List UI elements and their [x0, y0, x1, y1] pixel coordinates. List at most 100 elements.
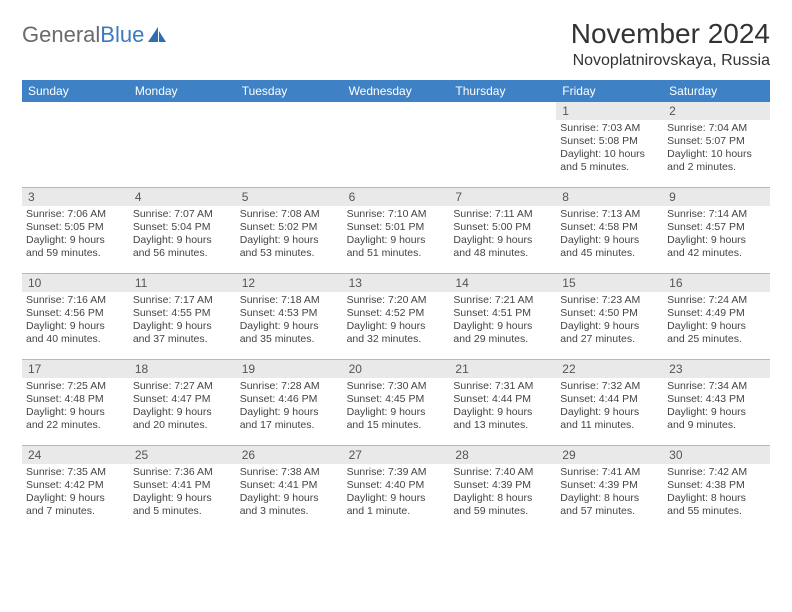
sunrise-text: Sunrise: 7:41 AM [560, 466, 659, 479]
sunrise-text: Sunrise: 7:27 AM [133, 380, 232, 393]
day-number: 15 [556, 274, 663, 292]
day-cell: Sunrise: 7:24 AMSunset: 4:49 PMDaylight:… [663, 292, 770, 354]
day-number: 22 [556, 360, 663, 378]
sunset-text: Sunset: 4:57 PM [667, 221, 766, 234]
sunset-text: Sunset: 4:39 PM [453, 479, 552, 492]
day-cell: Sunrise: 7:07 AMSunset: 5:04 PMDaylight:… [129, 206, 236, 268]
sunset-text: Sunset: 4:38 PM [667, 479, 766, 492]
title-block: November 2024 Novoplatnirovskaya, Russia [571, 18, 770, 70]
sunrise-text: Sunrise: 7:30 AM [347, 380, 446, 393]
day-number [129, 102, 236, 120]
daylight-text: Daylight: 9 hours and 22 minutes. [26, 406, 125, 432]
daylight-text: Daylight: 9 hours and 35 minutes. [240, 320, 339, 346]
sunrise-text: Sunrise: 7:36 AM [133, 466, 232, 479]
sunset-text: Sunset: 4:55 PM [133, 307, 232, 320]
day-number: 18 [129, 360, 236, 378]
sunrise-text: Sunrise: 7:31 AM [453, 380, 552, 393]
day-number: 19 [236, 360, 343, 378]
sunrise-text: Sunrise: 7:24 AM [667, 294, 766, 307]
day-number: 7 [449, 188, 556, 206]
day-cell [129, 120, 236, 182]
sunset-text: Sunset: 4:46 PM [240, 393, 339, 406]
sunset-text: Sunset: 4:39 PM [560, 479, 659, 492]
sunrise-text: Sunrise: 7:13 AM [560, 208, 659, 221]
sunset-text: Sunset: 5:05 PM [26, 221, 125, 234]
day-header: Saturday [663, 80, 770, 102]
daylight-text: Daylight: 9 hours and 51 minutes. [347, 234, 446, 260]
day-cell: Sunrise: 7:18 AMSunset: 4:53 PMDaylight:… [236, 292, 343, 354]
sunset-text: Sunset: 4:48 PM [26, 393, 125, 406]
day-cell: Sunrise: 7:11 AMSunset: 5:00 PMDaylight:… [449, 206, 556, 268]
sunrise-text: Sunrise: 7:32 AM [560, 380, 659, 393]
daylight-text: Daylight: 9 hours and 32 minutes. [347, 320, 446, 346]
day-number: 28 [449, 446, 556, 464]
daylight-text: Daylight: 9 hours and 17 minutes. [240, 406, 339, 432]
daylight-text: Daylight: 9 hours and 9 minutes. [667, 406, 766, 432]
sunset-text: Sunset: 4:53 PM [240, 307, 339, 320]
sunrise-text: Sunrise: 7:35 AM [26, 466, 125, 479]
day-number [22, 102, 129, 120]
sunset-text: Sunset: 4:43 PM [667, 393, 766, 406]
day-number: 29 [556, 446, 663, 464]
daylight-text: Daylight: 9 hours and 3 minutes. [240, 492, 339, 518]
day-number: 4 [129, 188, 236, 206]
daylight-text: Daylight: 10 hours and 2 minutes. [667, 148, 766, 174]
day-cell: Sunrise: 7:06 AMSunset: 5:05 PMDaylight:… [22, 206, 129, 268]
daylight-text: Daylight: 8 hours and 59 minutes. [453, 492, 552, 518]
day-cell: Sunrise: 7:20 AMSunset: 4:52 PMDaylight:… [343, 292, 450, 354]
sunrise-text: Sunrise: 7:28 AM [240, 380, 339, 393]
day-number: 8 [556, 188, 663, 206]
day-number: 27 [343, 446, 450, 464]
sunrise-text: Sunrise: 7:18 AM [240, 294, 339, 307]
logo-text: GeneralBlue [22, 22, 144, 48]
sunset-text: Sunset: 4:41 PM [133, 479, 232, 492]
daylight-text: Daylight: 9 hours and 15 minutes. [347, 406, 446, 432]
sunrise-text: Sunrise: 7:10 AM [347, 208, 446, 221]
daylight-text: Daylight: 9 hours and 7 minutes. [26, 492, 125, 518]
daylight-text: Daylight: 9 hours and 1 minute. [347, 492, 446, 518]
day-cell: Sunrise: 7:17 AMSunset: 4:55 PMDaylight:… [129, 292, 236, 354]
day-cell: Sunrise: 7:31 AMSunset: 4:44 PMDaylight:… [449, 378, 556, 440]
sunrise-text: Sunrise: 7:11 AM [453, 208, 552, 221]
day-number: 24 [22, 446, 129, 464]
day-cell: Sunrise: 7:35 AMSunset: 4:42 PMDaylight:… [22, 464, 129, 526]
sunset-text: Sunset: 4:49 PM [667, 307, 766, 320]
day-header: Sunday [22, 80, 129, 102]
sunrise-text: Sunrise: 7:06 AM [26, 208, 125, 221]
day-number: 2 [663, 102, 770, 120]
sunset-text: Sunset: 4:47 PM [133, 393, 232, 406]
day-cell: Sunrise: 7:40 AMSunset: 4:39 PMDaylight:… [449, 464, 556, 526]
sunset-text: Sunset: 4:52 PM [347, 307, 446, 320]
day-cell: Sunrise: 7:38 AMSunset: 4:41 PMDaylight:… [236, 464, 343, 526]
sunset-text: Sunset: 5:04 PM [133, 221, 232, 234]
logo: GeneralBlue [22, 18, 168, 48]
day-cell [22, 120, 129, 182]
sunrise-text: Sunrise: 7:25 AM [26, 380, 125, 393]
daylight-text: Daylight: 8 hours and 55 minutes. [667, 492, 766, 518]
day-cell: Sunrise: 7:08 AMSunset: 5:02 PMDaylight:… [236, 206, 343, 268]
logo-text-1: General [22, 22, 100, 47]
day-number [343, 102, 450, 120]
daylight-text: Daylight: 9 hours and 56 minutes. [133, 234, 232, 260]
day-number: 26 [236, 446, 343, 464]
day-number: 11 [129, 274, 236, 292]
daylight-text: Daylight: 9 hours and 27 minutes. [560, 320, 659, 346]
day-header: Wednesday [343, 80, 450, 102]
sunset-text: Sunset: 4:45 PM [347, 393, 446, 406]
sunrise-text: Sunrise: 7:23 AM [560, 294, 659, 307]
sunrise-text: Sunrise: 7:20 AM [347, 294, 446, 307]
sunset-text: Sunset: 4:41 PM [240, 479, 339, 492]
day-cell: Sunrise: 7:10 AMSunset: 5:01 PMDaylight:… [343, 206, 450, 268]
day-cell: Sunrise: 7:25 AMSunset: 4:48 PMDaylight:… [22, 378, 129, 440]
location: Novoplatnirovskaya, Russia [571, 52, 770, 70]
daylight-text: Daylight: 9 hours and 53 minutes. [240, 234, 339, 260]
sunset-text: Sunset: 4:58 PM [560, 221, 659, 234]
daylight-text: Daylight: 9 hours and 29 minutes. [453, 320, 552, 346]
sunrise-text: Sunrise: 7:14 AM [667, 208, 766, 221]
sunset-text: Sunset: 5:02 PM [240, 221, 339, 234]
daylight-text: Daylight: 10 hours and 5 minutes. [560, 148, 659, 174]
day-cell: Sunrise: 7:30 AMSunset: 4:45 PMDaylight:… [343, 378, 450, 440]
calendar: Sunday Monday Tuesday Wednesday Thursday… [22, 80, 770, 526]
sunset-text: Sunset: 5:08 PM [560, 135, 659, 148]
day-cell [343, 120, 450, 182]
